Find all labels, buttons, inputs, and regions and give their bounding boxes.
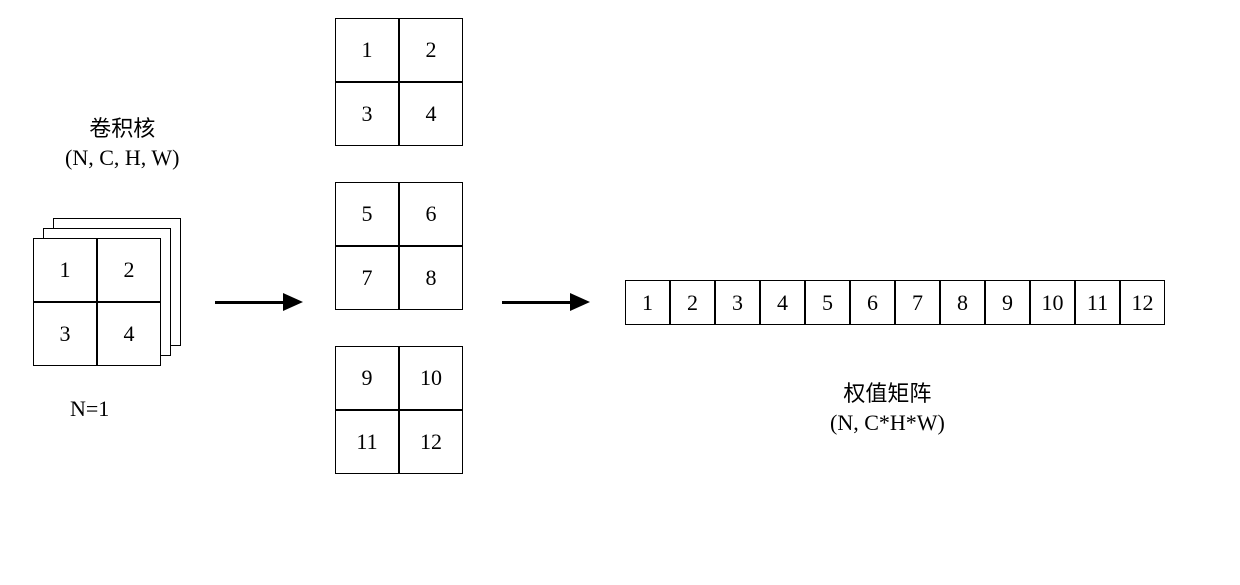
kernel-label-line2: (N, C, H, W) [65, 145, 179, 170]
weight-cell: 2 [670, 280, 715, 325]
weight-cell: 3 [715, 280, 760, 325]
n-label: N=1 [70, 395, 109, 424]
arrow-line [215, 301, 285, 304]
channel-grid: 1 2 3 4 [335, 18, 463, 146]
channel-cell: 10 [399, 346, 463, 410]
channel-cell: 9 [335, 346, 399, 410]
channel-cell: 8 [399, 246, 463, 310]
kernel-label-line1: 卷积核 [89, 116, 155, 141]
channel-cell: 11 [335, 410, 399, 474]
weight-cell: 9 [985, 280, 1030, 325]
weight-cell: 11 [1075, 280, 1120, 325]
weight-label-line1: 权值矩阵 [843, 381, 931, 406]
channel-cell: 3 [335, 82, 399, 146]
weight-cell: 10 [1030, 280, 1075, 325]
kernel-cell: 1 [33, 238, 97, 302]
weight-label-line2: (N, C*H*W) [830, 410, 945, 435]
channel-cell: 4 [399, 82, 463, 146]
n-label-text: N=1 [70, 396, 109, 421]
kernel-grid: 1 2 3 4 [33, 238, 161, 366]
arrow-head-icon [570, 293, 590, 311]
weight-cell: 1 [625, 280, 670, 325]
weight-row: 1 2 3 4 5 6 7 8 9 10 11 12 [625, 280, 1165, 325]
channel-cell: 12 [399, 410, 463, 474]
channel-cell: 1 [335, 18, 399, 82]
channel-cell: 5 [335, 182, 399, 246]
diagram-canvas: 卷积核 (N, C, H, W) 1 2 3 4 N=1 1 2 3 4 5 6… [0, 0, 1240, 585]
kernel-label: 卷积核 (N, C, H, W) [65, 115, 179, 172]
channel-grid: 5 6 7 8 [335, 182, 463, 310]
weight-cell: 5 [805, 280, 850, 325]
kernel-cell: 3 [33, 302, 97, 366]
kernel-cell: 2 [97, 238, 161, 302]
channel-cell: 6 [399, 182, 463, 246]
weight-cell: 4 [760, 280, 805, 325]
channel-cell: 7 [335, 246, 399, 310]
channel-grid: 9 10 11 12 [335, 346, 463, 474]
weight-cell: 8 [940, 280, 985, 325]
channel-cell: 2 [399, 18, 463, 82]
weight-cell: 12 [1120, 280, 1165, 325]
weight-cell: 7 [895, 280, 940, 325]
arrow-line [502, 301, 572, 304]
weight-label: 权值矩阵 (N, C*H*W) [830, 380, 945, 437]
kernel-cell: 4 [97, 302, 161, 366]
arrow-head-icon [283, 293, 303, 311]
weight-cell: 6 [850, 280, 895, 325]
